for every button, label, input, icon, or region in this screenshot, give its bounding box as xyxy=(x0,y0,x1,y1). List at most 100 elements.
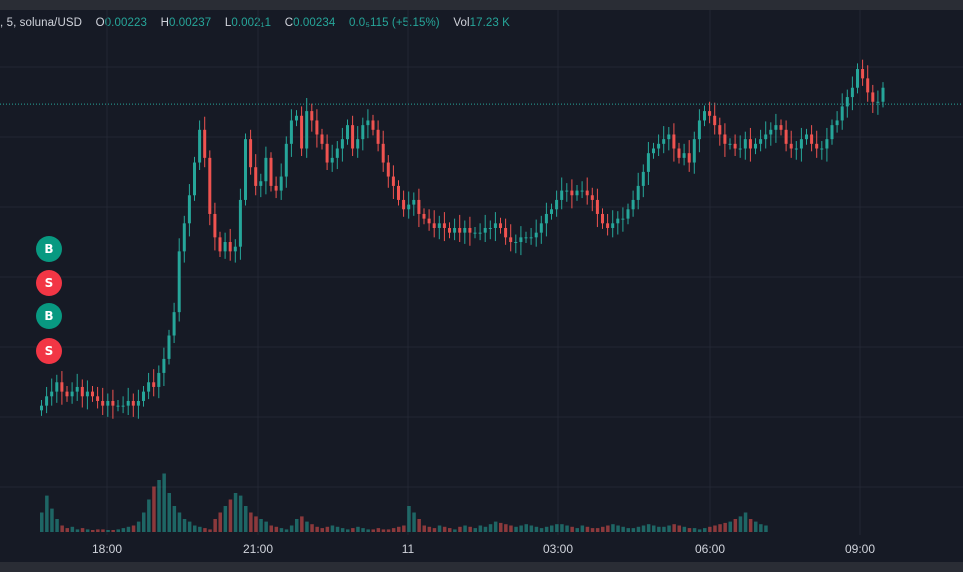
candle-up xyxy=(641,171,645,186)
volume-bar xyxy=(70,526,75,532)
volume-bar xyxy=(65,528,69,532)
candle-up xyxy=(703,111,706,121)
volume-bar xyxy=(743,512,748,532)
candle-down xyxy=(723,134,727,144)
volume-bar xyxy=(437,525,442,532)
candle-up xyxy=(850,87,854,98)
volume-bar xyxy=(233,493,238,532)
candle-up xyxy=(407,204,411,210)
volume-bar xyxy=(657,526,661,532)
volume-bar xyxy=(463,525,467,532)
volume-bar xyxy=(616,525,620,532)
candle-down xyxy=(269,157,273,186)
volume-bar xyxy=(493,521,498,532)
volume-bar xyxy=(274,526,279,532)
candle-down xyxy=(687,153,691,163)
candle-up xyxy=(876,101,880,103)
candle-up xyxy=(820,148,824,150)
candle-up xyxy=(147,382,151,392)
symbol-label[interactable]: , 5, soluna/USD xyxy=(0,17,83,29)
candle-up xyxy=(40,405,43,411)
volume-bar xyxy=(544,526,549,532)
volume-bar xyxy=(524,524,528,532)
candle-up xyxy=(743,139,747,149)
candle-down xyxy=(228,242,232,252)
candle-down xyxy=(606,223,610,228)
candle-up xyxy=(794,148,798,150)
candle-down xyxy=(585,190,589,196)
volume-bar xyxy=(162,473,166,532)
candle-down xyxy=(325,143,329,163)
sell-marker[interactable]: S xyxy=(36,270,62,296)
candle-down xyxy=(60,382,64,392)
candle-down xyxy=(468,227,472,233)
close-value: 0.00234 xyxy=(293,17,336,29)
volume-bar xyxy=(289,525,294,532)
volume-bar xyxy=(244,506,248,532)
volume-bar xyxy=(259,519,263,532)
candle-up xyxy=(616,218,620,224)
volume-bar xyxy=(116,529,120,532)
candle-up xyxy=(45,396,49,406)
volume-bar xyxy=(203,528,207,532)
volume-bar xyxy=(136,521,141,532)
volume-bar xyxy=(106,530,110,532)
candle-up xyxy=(478,232,482,234)
volume-bar xyxy=(126,526,131,532)
volume-bar xyxy=(101,529,105,532)
candle-down xyxy=(152,382,156,387)
candle-up xyxy=(575,190,579,196)
candle-up xyxy=(565,190,569,192)
candle-down xyxy=(442,223,446,228)
candle-up xyxy=(50,391,54,397)
candle-up xyxy=(177,251,181,313)
volume-bar xyxy=(759,524,763,532)
candle-up xyxy=(580,190,584,192)
candle-down xyxy=(96,396,100,401)
buy-marker[interactable]: B xyxy=(36,236,62,262)
candle-down xyxy=(595,199,599,214)
candle-down xyxy=(601,213,604,224)
candle-up xyxy=(126,400,130,406)
volume-bar xyxy=(228,499,233,532)
volume-bar xyxy=(718,524,722,532)
candle-up xyxy=(284,143,288,177)
candle-down xyxy=(397,185,400,200)
volume-bar xyxy=(519,525,523,532)
buy-marker[interactable]: B xyxy=(36,303,62,329)
candle-up xyxy=(692,139,696,163)
volume-bar xyxy=(468,526,472,532)
candle-up xyxy=(662,139,666,144)
low-value: 0.002₁1 xyxy=(231,17,272,29)
x-tick-label: 11 xyxy=(402,542,415,556)
volume-bar xyxy=(193,525,197,532)
volume-bar xyxy=(667,525,671,532)
volume-bar xyxy=(555,524,559,532)
volume-bar xyxy=(75,529,80,532)
volume-bar xyxy=(601,526,605,532)
volume-bar xyxy=(269,525,273,532)
candle-up xyxy=(412,199,416,205)
volume-bar xyxy=(473,528,477,532)
volume-bar xyxy=(514,526,518,532)
volume-bar xyxy=(764,525,768,532)
candle-up xyxy=(774,125,778,130)
x-tick-label: 09:00 xyxy=(845,542,875,556)
candle-down xyxy=(509,237,513,243)
candle-up xyxy=(366,120,370,126)
volume-bar xyxy=(172,506,177,532)
volume-bar xyxy=(534,526,539,532)
volume-bar xyxy=(748,519,753,532)
change-value: 0.0₅115 (+5.15%) xyxy=(348,17,440,29)
candle-up xyxy=(856,69,859,88)
volume-bar xyxy=(91,530,95,532)
candle-down xyxy=(351,125,355,149)
candle-up xyxy=(167,335,171,359)
volume-bar xyxy=(570,526,574,532)
candle-up xyxy=(738,148,742,150)
volume-bar xyxy=(708,526,712,532)
volume-bar xyxy=(366,529,370,532)
sell-marker[interactable]: S xyxy=(36,338,62,364)
candle-up xyxy=(611,223,615,228)
